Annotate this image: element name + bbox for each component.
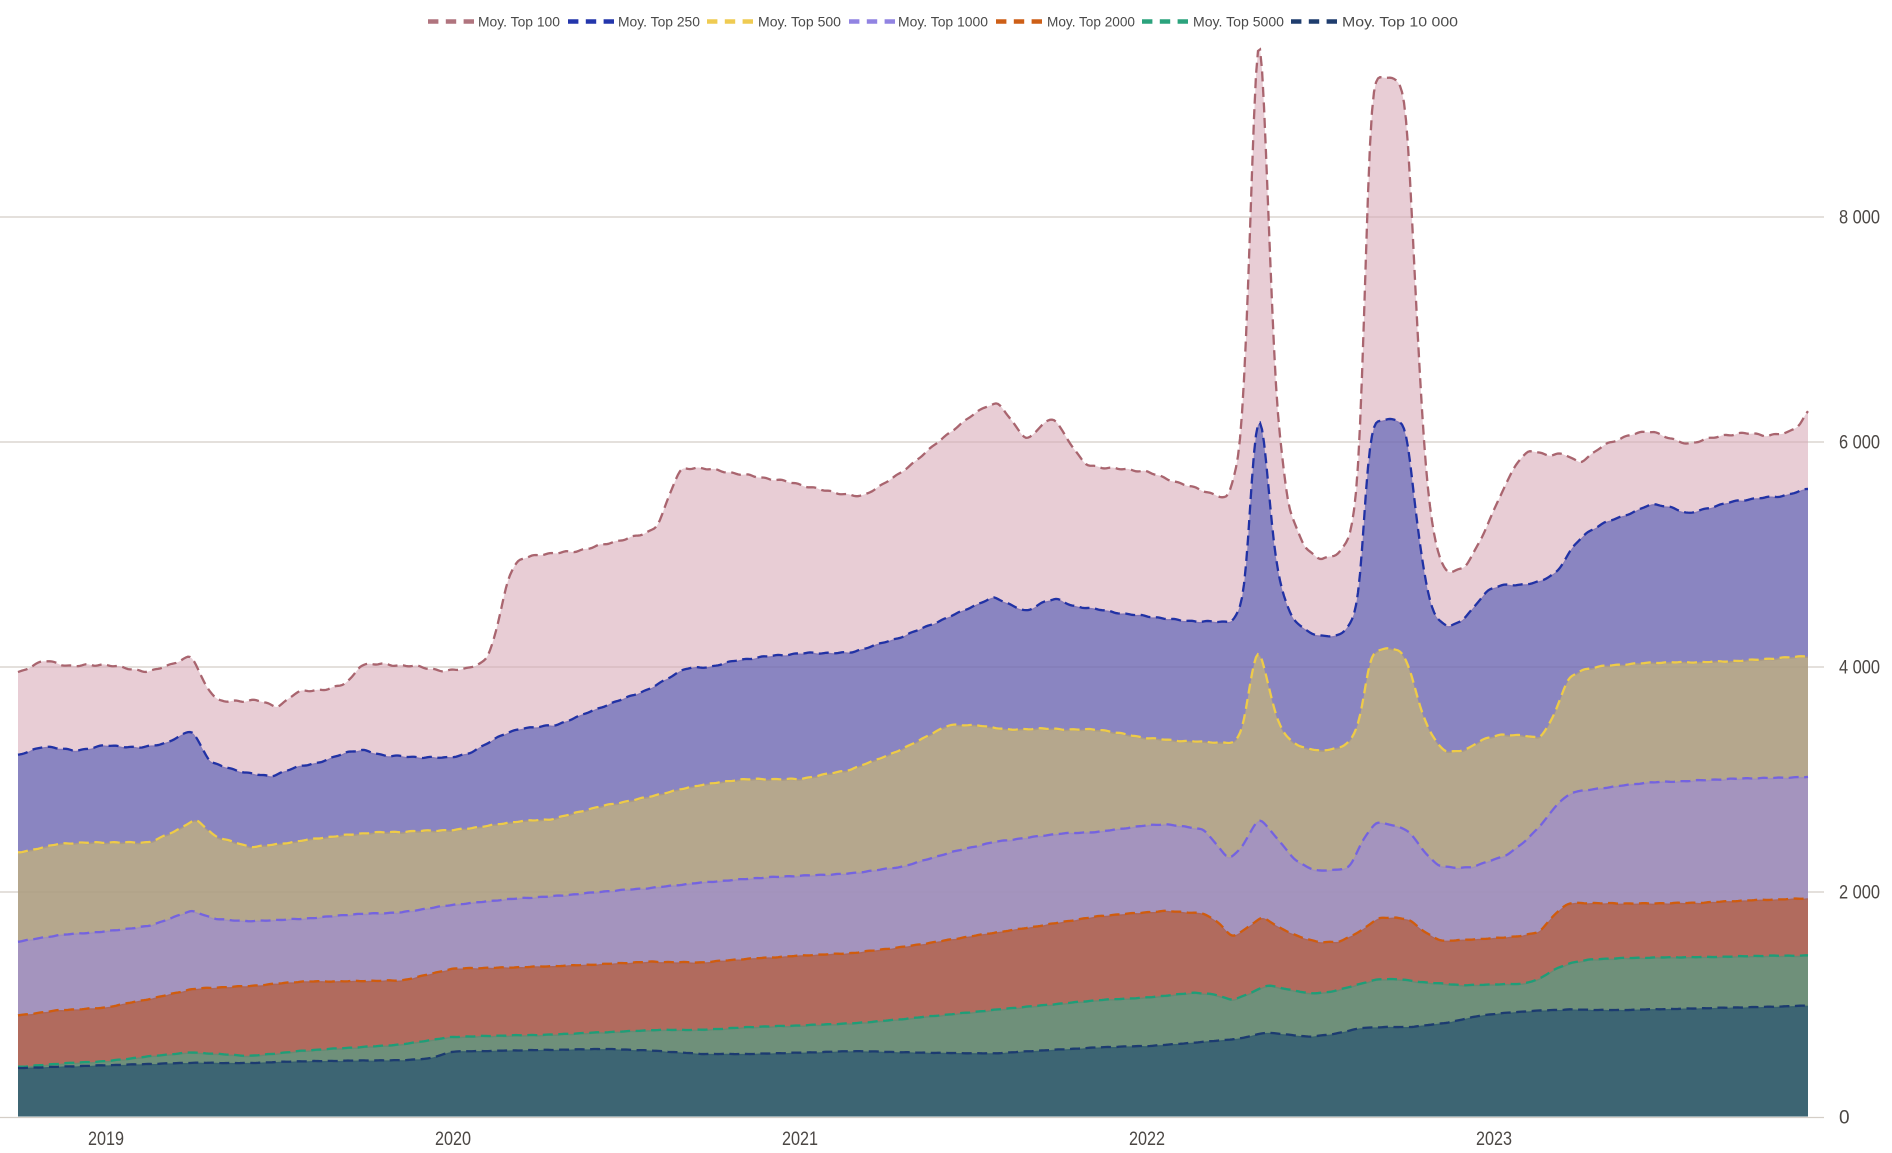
svg-text:8 000: 8 000 bbox=[1839, 208, 1880, 229]
svg-text:2020: 2020 bbox=[435, 1129, 471, 1150]
svg-text:2023: 2023 bbox=[1476, 1129, 1512, 1150]
svg-text:4 000: 4 000 bbox=[1839, 658, 1880, 679]
svg-text:Moy. Top 100: Moy. Top 100 bbox=[478, 14, 560, 30]
svg-text:2019: 2019 bbox=[88, 1129, 124, 1150]
svg-text:6 000: 6 000 bbox=[1839, 433, 1880, 454]
svg-text:Moy. Top 250: Moy. Top 250 bbox=[618, 14, 700, 30]
svg-text:Moy. Top 500: Moy. Top 500 bbox=[758, 14, 841, 30]
svg-text:Moy. Top 2000: Moy. Top 2000 bbox=[1047, 14, 1135, 30]
svg-text:0: 0 bbox=[1839, 1108, 1850, 1129]
svg-text:2022: 2022 bbox=[1129, 1129, 1165, 1150]
svg-text:Moy. Top 5000: Moy. Top 5000 bbox=[1193, 14, 1284, 30]
svg-text:2 000: 2 000 bbox=[1839, 883, 1880, 904]
svg-text:Moy. Top 10 000: Moy. Top 10 000 bbox=[1342, 14, 1458, 30]
svg-text:2021: 2021 bbox=[782, 1129, 818, 1150]
svg-text:Moy. Top 1000: Moy. Top 1000 bbox=[898, 14, 988, 30]
